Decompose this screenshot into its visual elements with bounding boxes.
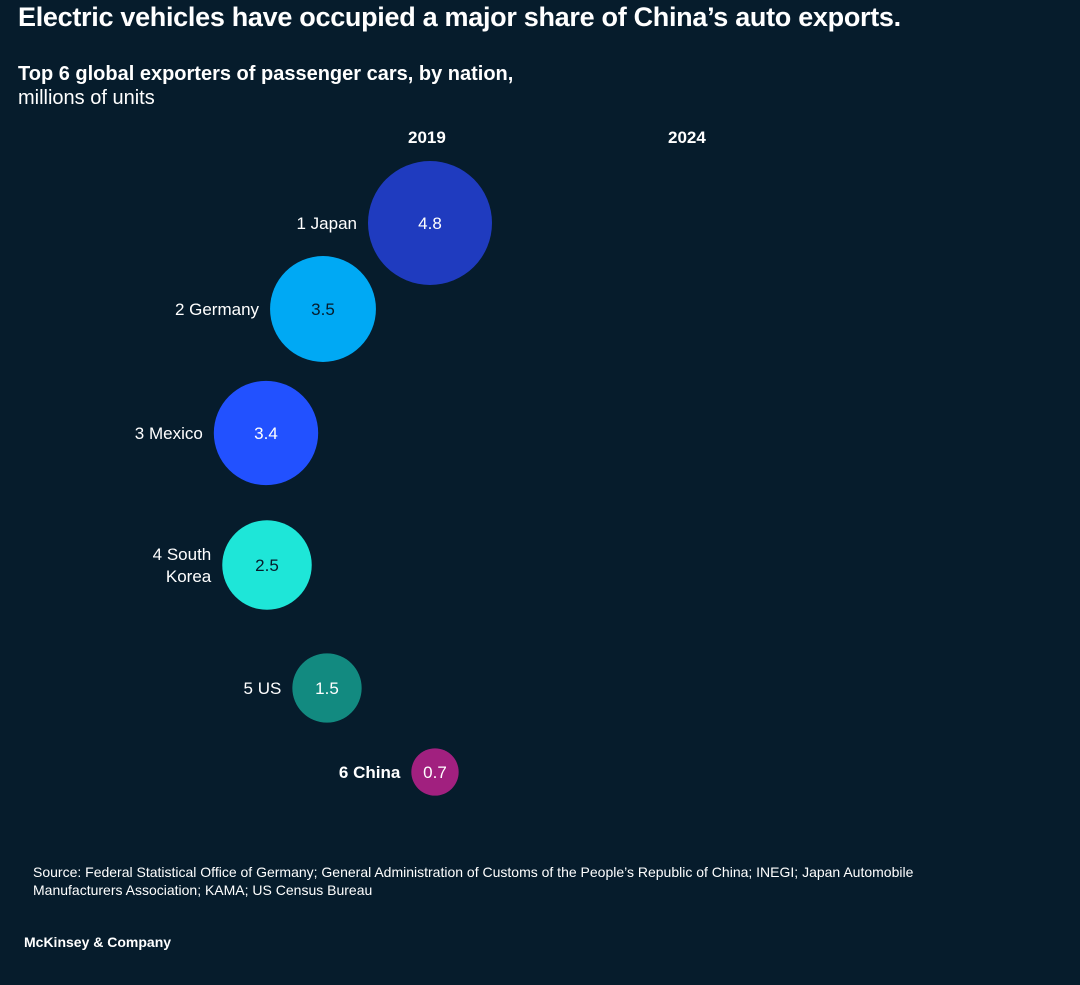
country-label: 3 Mexico <box>135 424 203 443</box>
bubble-2-germany: 3.5 2 Germany <box>175 256 376 362</box>
bubble-3-mexico: 3.4 3 Mexico <box>135 380 319 486</box>
bubble-value-label: 1.5 <box>315 679 339 698</box>
bubble-5-us: 1.5 5 US <box>244 653 362 723</box>
source-note: Source: Federal Statistical Office of Ge… <box>33 864 914 898</box>
bubble-6-china: 0.7 6 China <box>339 748 459 796</box>
bubble-circle <box>411 748 459 796</box>
country-label: 2 Germany <box>175 300 260 319</box>
bubble-value-label: 3.4 <box>254 424 278 443</box>
subtitle-unit: millions of units <box>18 87 155 109</box>
bubble-4-south-korea: 2.5 4 South Korea <box>153 520 312 610</box>
bubble-circle <box>292 653 362 723</box>
brand-logo-text: McKinsey & Company <box>24 934 172 950</box>
country-label: 5 US <box>244 679 282 698</box>
column-header-2019: 2019 <box>408 128 446 147</box>
subtitle-bold: Top 6 global exporters of passenger cars… <box>18 63 514 85</box>
country-label: 6 China <box>339 763 401 782</box>
bubble-value-label: 2.5 <box>255 556 279 575</box>
country-label: 4 South <box>153 545 212 564</box>
bubble-circle <box>222 520 312 610</box>
chart-title: Electric vehicles have occupied a major … <box>18 2 901 32</box>
bubble-value-label: 0.7 <box>423 763 447 782</box>
country-label: Korea <box>166 567 212 586</box>
bubble-circle <box>213 380 319 486</box>
bubble-1-japan: 4.8 1 Japan <box>296 160 493 286</box>
bubble-circle <box>367 160 493 286</box>
country-label: 1 Japan <box>296 214 357 233</box>
column-header-2024: 2024 <box>668 128 706 147</box>
chart-subtitle: Top 6 global exporters of passenger cars… <box>18 62 513 110</box>
bubble-value-label: 4.8 <box>418 214 442 233</box>
bubble-value-label: 3.5 <box>311 300 335 319</box>
bubble-circle <box>270 256 376 362</box>
